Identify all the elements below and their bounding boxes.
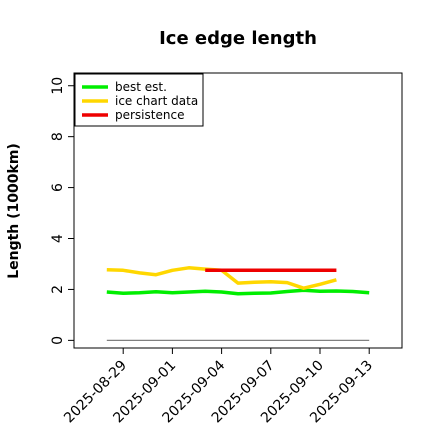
y-tick-label: 4 — [50, 234, 66, 243]
chart-title: Ice edge length — [159, 28, 317, 49]
y-tick-label: 6 — [50, 183, 66, 192]
plot-area — [106, 266, 370, 342]
y-tick-label: 8 — [50, 132, 66, 141]
y-tick-label: 10 — [50, 77, 66, 95]
y-axis-label: Length (1000km) — [6, 143, 22, 279]
x-axis: 2025-08-292025-09-012025-09-042025-09-07… — [61, 348, 376, 426]
y-tick-label: 0 — [50, 336, 66, 345]
y-tick-label: 2 — [50, 285, 66, 294]
legend-entry: ice chart data — [115, 94, 198, 108]
series-line-best-est — [106, 288, 370, 296]
plot-frame — [73, 72, 403, 349]
y-axis: 0 2 4 6 8 10 — [50, 77, 74, 345]
legend-entry: persistence — [115, 108, 184, 122]
legend-entry: best est. — [115, 80, 167, 94]
